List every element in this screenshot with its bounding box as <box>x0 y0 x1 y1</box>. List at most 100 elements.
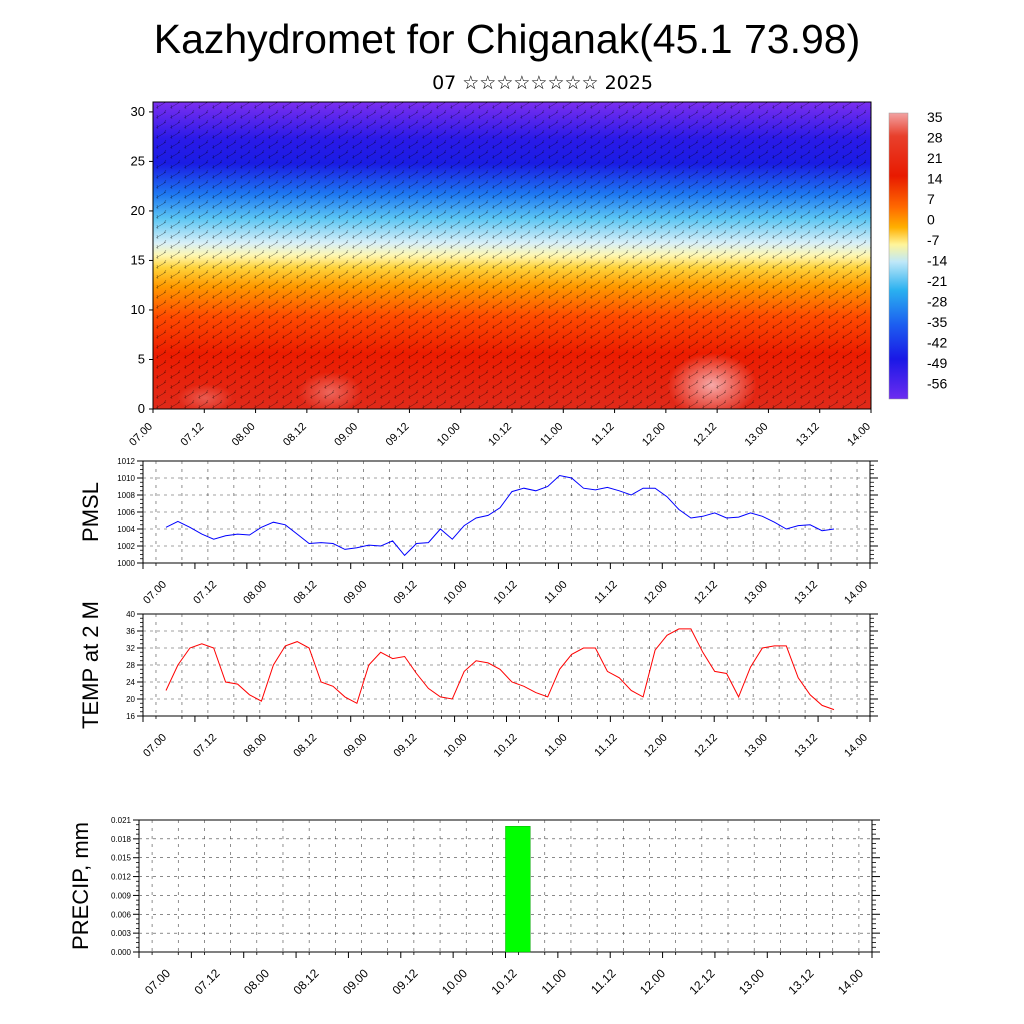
y-axis: 0 5 10 15 20 25 30 <box>131 104 153 416</box>
x-tick-label: 12.12 <box>692 732 720 760</box>
colorbar-label: -49 <box>927 355 947 371</box>
colorbar-label: -14 <box>927 253 947 269</box>
y-tick-label: 1002 <box>117 542 135 551</box>
pmsl-series-line <box>165 474 835 557</box>
colorbar: 35 28 21 14 7 0 -7 -14 -21 -28 -35 -42 -49 -56 <box>888 109 947 400</box>
x-tick-label: 08.00 <box>241 966 272 997</box>
x-tick-label: 08.00 <box>230 421 258 449</box>
x-tick-label: 11.12 <box>588 966 619 997</box>
y-tick-label: 0.018 <box>111 835 132 844</box>
x-tick-label: 12.12 <box>692 579 720 607</box>
x-tick-label: 12.00 <box>642 732 670 760</box>
x-tick-label: 08.12 <box>290 966 321 997</box>
colorbar-label: 35 <box>927 109 943 125</box>
y-tick-label: 15 <box>131 252 145 267</box>
y-tick-label: 0.021 <box>111 816 132 825</box>
temp-series-line <box>165 628 835 711</box>
x-tick-label: 13.12 <box>794 421 822 449</box>
x-tick-label: 13.12 <box>792 732 820 760</box>
y-tick-label: 1008 <box>117 491 135 500</box>
colorbar-label: -35 <box>927 314 947 330</box>
x-tick-label: 08.12 <box>291 732 319 760</box>
x-tick-label: 07.12 <box>191 966 222 997</box>
x-tick-label: 07.00 <box>127 421 155 449</box>
y-tick-label: 20 <box>131 203 145 218</box>
upper-air-panel: 0 5 10 15 20 25 30 07.00 07.12 08.00 08.12 09.00 09… <box>127 101 947 449</box>
x-tick-label: 12.12 <box>691 421 719 449</box>
y-tick-label: 36 <box>126 627 135 636</box>
x-tick-label: 09.12 <box>384 421 412 449</box>
y-tick-label: 0.006 <box>111 910 132 919</box>
x-tick-label: 13.12 <box>785 966 816 997</box>
x-tick-label: 10.00 <box>442 732 470 760</box>
colorbar-label: -7 <box>927 232 940 248</box>
y-tick-label: 20 <box>126 695 135 704</box>
x-tick-label: 12.00 <box>637 966 668 997</box>
x-tick-label: 10.12 <box>486 421 514 449</box>
colorbar-label: 28 <box>927 130 943 146</box>
y-tick-label: 1012 <box>117 457 135 466</box>
y-tick-label: 25 <box>131 153 145 168</box>
x-tick-label: 11.12 <box>592 579 619 606</box>
x-tick-label: 11.00 <box>542 579 569 606</box>
y-axis-label: PMSL <box>78 482 103 542</box>
x-tick-label: 08.12 <box>281 421 309 449</box>
x-tick-label: 11.00 <box>542 732 569 759</box>
precip-bar <box>505 826 531 953</box>
x-tick-label: 07.12 <box>178 421 206 449</box>
x-tick-label: 09.12 <box>389 966 420 997</box>
y-tick-label: 28 <box>126 661 135 670</box>
chart-title: Kazhydromet for Chiganak(45.1 73.98) <box>153 16 861 62</box>
x-tick-label: 08.12 <box>291 579 319 607</box>
colorbar-label: 14 <box>927 171 943 187</box>
precip-panel: 0.000 0.003 0.006 0.009 0.012 0.015 0.018 0.021… <box>68 816 880 997</box>
x-tick-label: 09.12 <box>392 732 420 760</box>
x-tick-label: 13.00 <box>742 732 770 760</box>
y-tick-label: 1000 <box>117 559 135 568</box>
x-tick-label: 13.00 <box>742 579 770 607</box>
x-tick-label: 10.12 <box>488 966 519 997</box>
colorbar-label: -21 <box>927 273 947 289</box>
x-tick-label: 09.12 <box>392 579 420 607</box>
x-tick-label: 07.00 <box>141 732 169 760</box>
colorbar-label: -56 <box>927 376 947 392</box>
y-tick-label: 24 <box>126 678 135 687</box>
x-tick-label: 14.00 <box>842 732 870 760</box>
x-tick-label: 12.00 <box>642 579 670 607</box>
x-axis: 07.00 07.12 08.00 08.12 09.00 09.12 10.00 10.12… <box>127 409 873 449</box>
x-tick-label: 09.00 <box>340 966 371 997</box>
y-tick-label: 0.009 <box>111 891 132 900</box>
x-tick-label: 12.12 <box>686 966 717 997</box>
x-tick-label: 09.00 <box>332 421 360 449</box>
colorbar-label: 0 <box>927 212 935 228</box>
x-tick-label: 09.00 <box>341 579 369 607</box>
x-tick-label: 10.00 <box>439 966 470 997</box>
x-tick-label: 08.00 <box>241 579 269 607</box>
y-tick-label: 40 <box>126 610 135 619</box>
colorbar-label: 7 <box>927 191 935 207</box>
y-tick-label: 0.012 <box>111 873 132 882</box>
x-tick-label: 14.00 <box>845 421 873 449</box>
x-tick-label: 10.00 <box>442 579 470 607</box>
x-tick-label: 10.12 <box>492 579 520 607</box>
x-tick-label: 09.00 <box>341 732 369 760</box>
y-axis-label: TEMP at 2 M <box>78 601 103 729</box>
x-tick-label: 10.00 <box>435 421 463 449</box>
colorbar-label: -28 <box>927 294 947 310</box>
x-tick-label: 13.12 <box>792 579 820 607</box>
y-axis-label: PRECIP, mm <box>68 822 93 950</box>
colorbar-label: 21 <box>927 150 943 166</box>
x-tick-label: 08.00 <box>241 732 269 760</box>
y-tick-label: 32 <box>126 644 135 653</box>
x-tick-label: 11.12 <box>589 421 616 448</box>
y-tick-label: 16 <box>126 712 135 721</box>
x-tick-label: 10.12 <box>492 732 520 760</box>
y-tick-label: 0.000 <box>111 948 132 957</box>
x-tick-label: 13.00 <box>736 966 767 997</box>
y-tick-label: 5 <box>138 351 145 366</box>
x-tick-label: 14.00 <box>842 579 870 607</box>
wind-barbs <box>153 102 871 409</box>
x-tick-label: 13.00 <box>743 421 771 449</box>
y-tick-label: 1010 <box>117 474 135 483</box>
